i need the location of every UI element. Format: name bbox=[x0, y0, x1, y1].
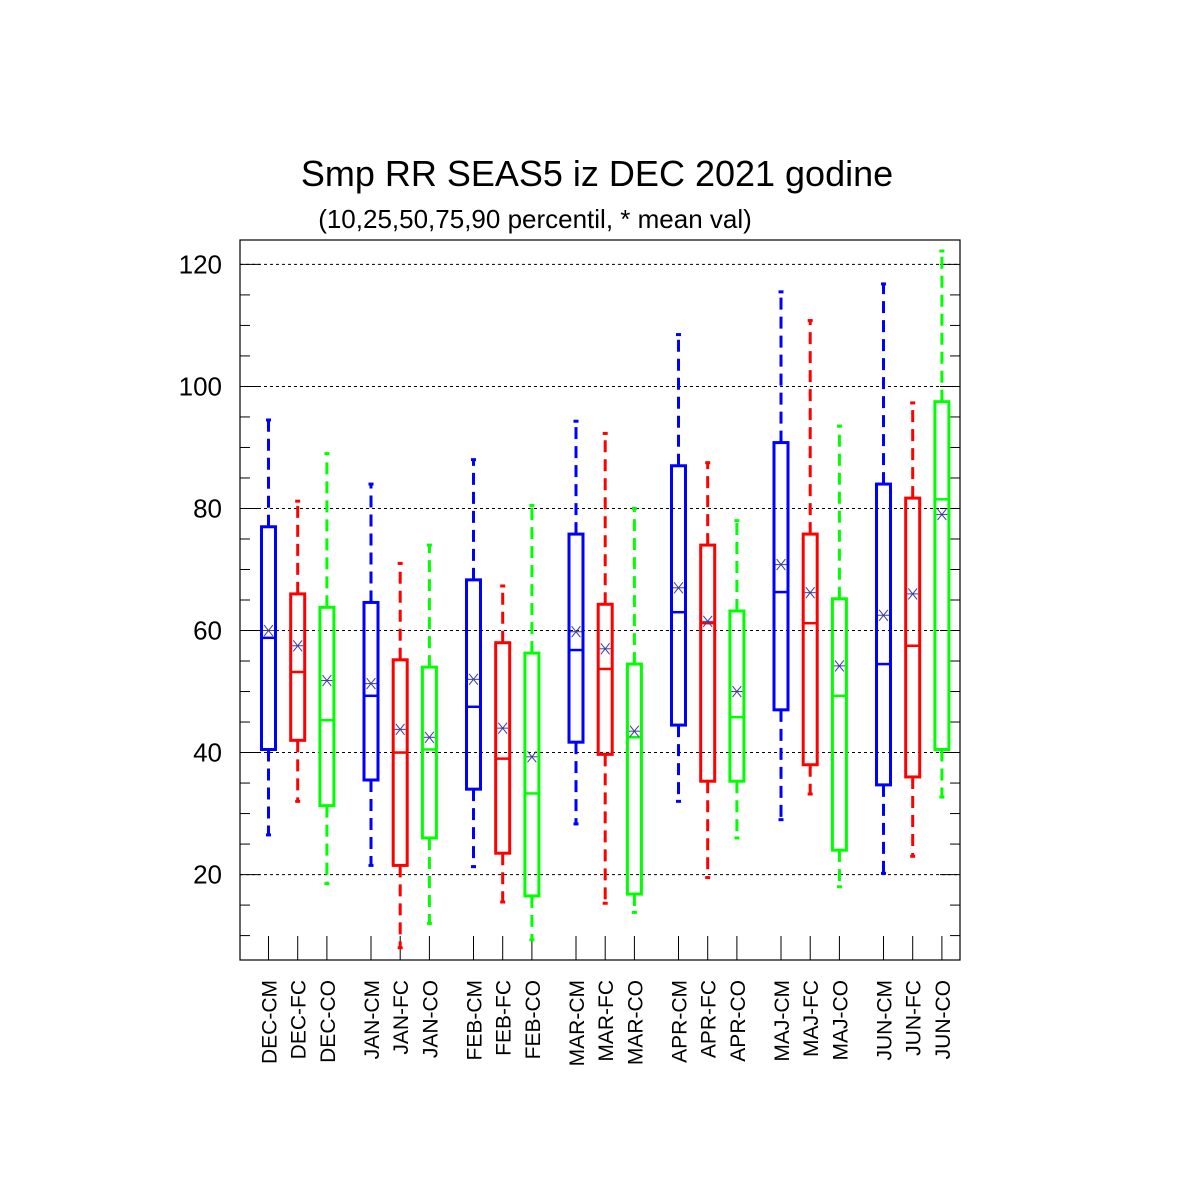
box-dec-cm bbox=[260, 418, 277, 837]
box-iqr bbox=[670, 464, 687, 727]
mean-marker bbox=[423, 731, 435, 744]
box-iqr bbox=[699, 543, 717, 783]
box-dec-co bbox=[318, 452, 336, 886]
chart-subtitle: (10,25,50,75,90 percentil, * mean val) bbox=[318, 204, 752, 234]
mean-marker bbox=[365, 677, 377, 690]
box-iqr bbox=[875, 482, 892, 787]
box-iqr bbox=[728, 609, 746, 783]
mean-marker bbox=[263, 624, 274, 637]
mean-marker bbox=[321, 674, 333, 687]
mean-marker bbox=[394, 723, 406, 736]
box-jun-co bbox=[933, 249, 951, 799]
mean-marker bbox=[526, 751, 538, 763]
x-label-apr-fc: APR-FC bbox=[698, 980, 721, 1058]
box-feb-cm bbox=[465, 458, 482, 869]
mean-marker bbox=[497, 722, 509, 734]
box-jan-fc bbox=[391, 561, 409, 950]
x-label-dec-cm: DEC-CM bbox=[259, 980, 282, 1064]
box-jan-co bbox=[420, 543, 438, 925]
mean-marker bbox=[292, 639, 304, 652]
x-label-jan-co: JAN-CO bbox=[419, 980, 442, 1058]
x-label-feb-co: FEB-CO bbox=[522, 980, 545, 1059]
box-iqr bbox=[523, 651, 541, 898]
mean-marker bbox=[570, 625, 582, 638]
x-label-apr-cm: APR-CM bbox=[669, 980, 692, 1063]
mean-marker bbox=[907, 588, 919, 600]
box-iqr bbox=[465, 578, 482, 791]
box-iqr bbox=[801, 532, 819, 767]
mean-marker bbox=[468, 673, 479, 686]
box-apr-cm bbox=[670, 333, 687, 803]
x-label-maj-cm: MAJ-CM bbox=[771, 980, 794, 1062]
y-tick-label-60: 60 bbox=[193, 616, 222, 646]
box-mar-cm bbox=[567, 419, 585, 826]
box-iqr bbox=[904, 496, 922, 779]
box-mar-fc bbox=[596, 431, 614, 905]
x-axis-labels: DEC-CM DEC-FC DEC-CO JAN-CM JAN-FC JAN-CO FEB-… bbox=[259, 980, 955, 1066]
box-iqr bbox=[596, 602, 614, 756]
box-iqr bbox=[362, 600, 380, 782]
box-iqr bbox=[830, 597, 848, 852]
box-iqr bbox=[318, 605, 336, 808]
boxes bbox=[260, 249, 951, 950]
mean-marker bbox=[833, 660, 845, 672]
y-tick-label-120: 120 bbox=[179, 249, 222, 279]
box-iqr bbox=[289, 592, 307, 742]
grid-lines bbox=[240, 263, 960, 876]
x-label-jan-cm: JAN-CM bbox=[361, 980, 384, 1059]
box-iqr bbox=[420, 665, 438, 840]
box-apr-fc bbox=[699, 461, 717, 880]
box-iqr bbox=[772, 441, 790, 712]
plot-frame bbox=[239, 239, 961, 961]
box-maj-fc bbox=[801, 319, 819, 796]
box-iqr bbox=[625, 662, 643, 896]
x-label-jan-fc: JAN-FC bbox=[390, 980, 413, 1055]
box-jun-cm bbox=[875, 282, 892, 875]
y-tick-label-100: 100 bbox=[179, 371, 222, 401]
x-label-mar-cm: MAR-CM bbox=[566, 980, 589, 1066]
mean-marker bbox=[731, 685, 743, 698]
x-label-mar-co: MAR-CO bbox=[624, 980, 647, 1065]
mean-marker bbox=[804, 586, 816, 599]
x-label-feb-cm: FEB-CM bbox=[464, 980, 487, 1061]
mean-marker bbox=[936, 508, 948, 521]
box-jun-fc bbox=[904, 401, 922, 858]
x-label-jun-fc: JUN-FC bbox=[903, 980, 926, 1056]
box-iqr bbox=[933, 400, 951, 751]
x-label-dec-co: DEC-CO bbox=[317, 980, 340, 1063]
x-label-jun-co: JUN-CO bbox=[932, 980, 955, 1059]
mean-marker bbox=[702, 615, 714, 628]
box-iqr bbox=[494, 641, 512, 855]
box-feb-fc bbox=[494, 584, 512, 904]
y-axis: 20 40 60 80 100 120 bbox=[179, 249, 960, 960]
mean-marker bbox=[878, 609, 889, 622]
box-jan-cm bbox=[362, 482, 380, 867]
box-dec-fc bbox=[289, 499, 307, 803]
box-maj-co bbox=[830, 424, 848, 889]
x-label-feb-fc: FEB-FC bbox=[493, 980, 516, 1056]
box-mar-co bbox=[625, 506, 643, 914]
box-maj-cm bbox=[772, 290, 790, 822]
mean-marker bbox=[673, 581, 684, 594]
x-label-dec-fc: DEC-FC bbox=[288, 980, 311, 1059]
box-apr-co bbox=[728, 519, 746, 840]
mean-marker bbox=[775, 558, 787, 571]
y-tick-label-40: 40 bbox=[193, 738, 222, 768]
x-label-maj-co: MAJ-CO bbox=[829, 980, 852, 1061]
x-label-jun-cm: JUN-CM bbox=[874, 980, 897, 1060]
y-tick-label-80: 80 bbox=[193, 493, 222, 523]
box-iqr bbox=[391, 658, 409, 867]
chart-title: Smp RR SEAS5 iz DEC 2021 godine bbox=[301, 153, 893, 194]
x-label-mar-fc: MAR-FC bbox=[595, 980, 618, 1062]
x-label-apr-co: APR-CO bbox=[727, 980, 750, 1062]
box-feb-co bbox=[523, 503, 541, 942]
x-label-maj-fc: MAJ-FC bbox=[800, 980, 823, 1057]
y-tick-label-20: 20 bbox=[193, 860, 222, 890]
mean-marker bbox=[628, 725, 640, 737]
box-iqr bbox=[567, 532, 585, 744]
mean-marker bbox=[599, 643, 611, 655]
